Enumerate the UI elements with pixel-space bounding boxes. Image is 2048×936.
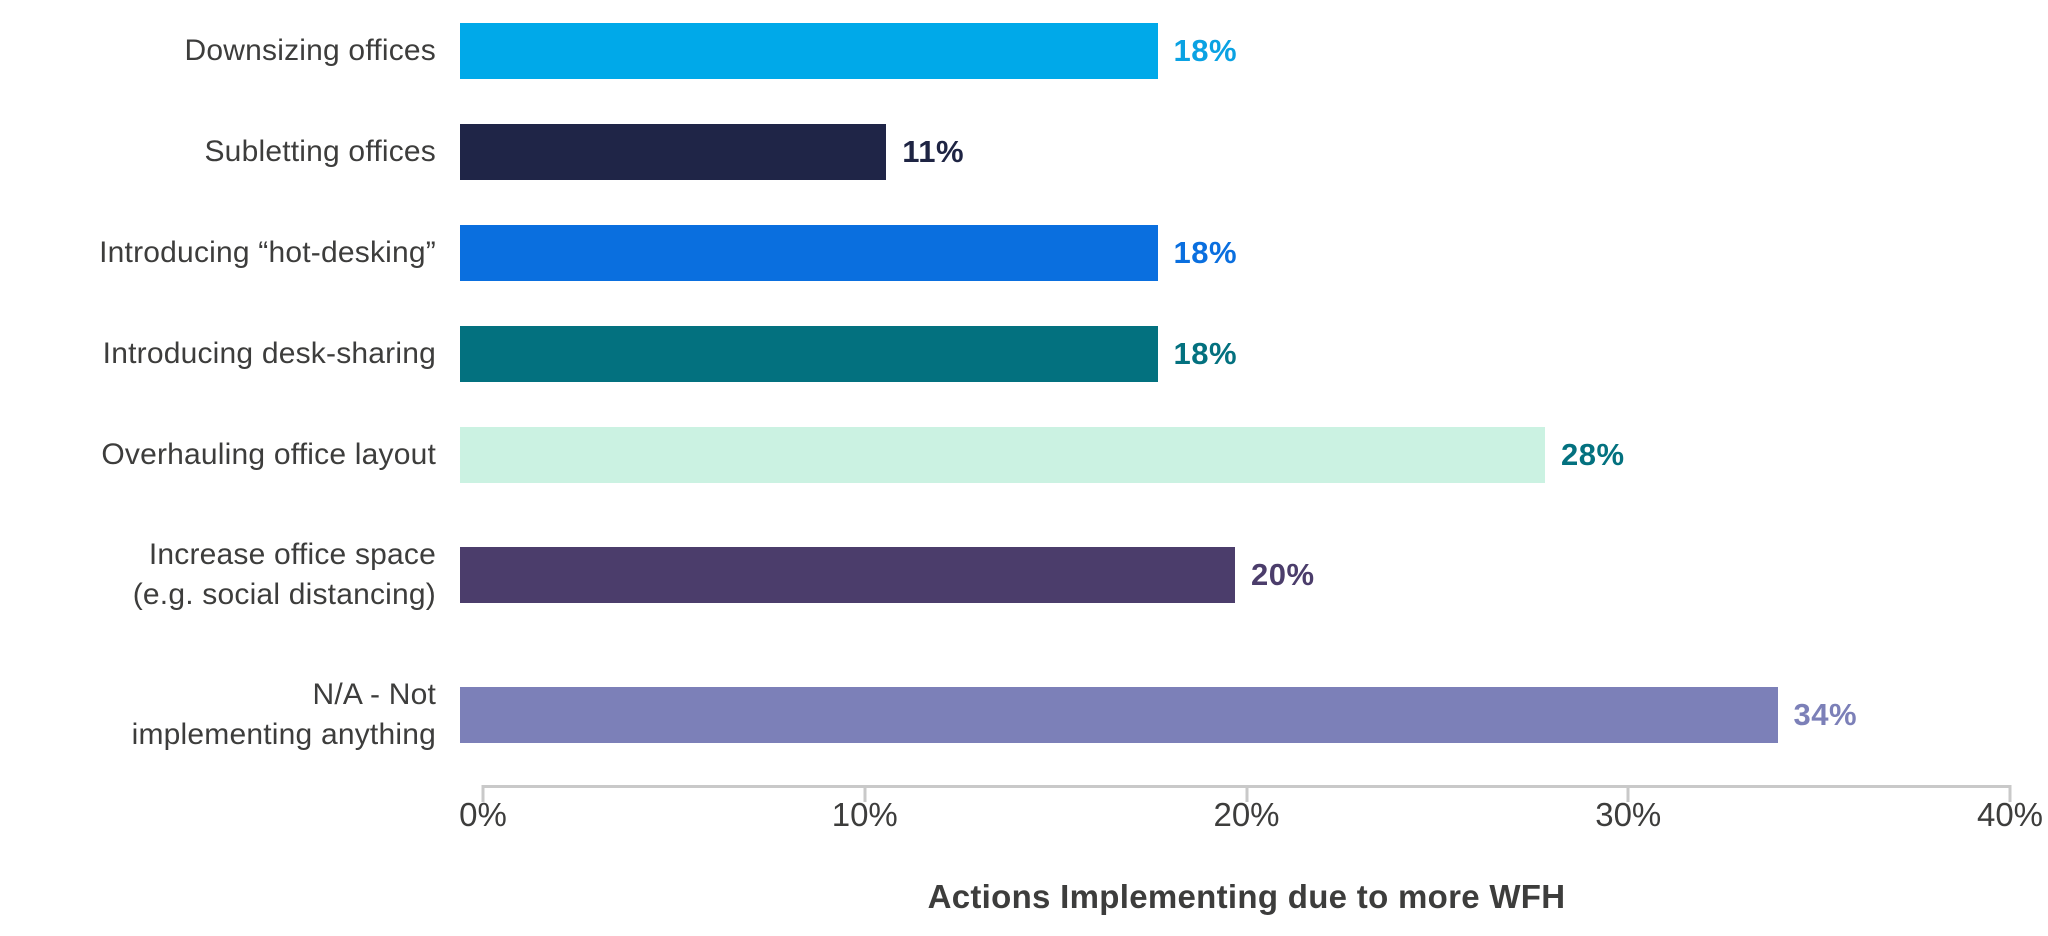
plot-area: 20%: [460, 505, 2010, 645]
x-axis-tick-label: 30%: [1595, 796, 1662, 833]
x-axis-tick: [863, 785, 867, 802]
category-label: Introducing desk-sharing: [102, 336, 436, 370]
x-axis-title: Actions Implementing due to more WFH: [927, 878, 1566, 915]
x-axis-tick: [1626, 785, 1630, 802]
chart-row: Overhauling office layout 28%: [0, 404, 2048, 505]
plot-area: 18%: [460, 0, 2010, 101]
chart-row: Introducing “hot-desking” 18%: [0, 202, 2048, 303]
chart-row: Subletting offices 11%: [0, 101, 2048, 202]
category-label: Overhauling office layout: [101, 437, 436, 471]
chart-rows: Downsizing offices 18% Subletting offices 1…: [0, 0, 2048, 785]
x-axis-tick-label: 10%: [831, 796, 898, 833]
plot-area: 18%: [460, 303, 2010, 404]
category-label: Introducing “hot-desking”: [99, 235, 436, 269]
chart-row: Increase office space (e.g. social distan…: [0, 505, 2048, 645]
x-axis-tick-label: 40%: [1976, 796, 2044, 833]
value-label: 28%: [1561, 436, 1625, 472]
x-axis-tick-label: 20%: [1213, 796, 1280, 833]
value-label: 18%: [1173, 234, 1238, 270]
plot-area: 11%: [460, 101, 2010, 202]
value-label: 34%: [1793, 697, 1858, 732]
value-label: 20%: [1251, 557, 1315, 592]
x-axis-tick: [481, 785, 485, 802]
category-label: Subletting offices: [204, 134, 436, 168]
value-label: 18%: [1173, 335, 1238, 371]
category-label: N/A - Not implementing anything: [131, 678, 436, 751]
bar: [460, 687, 1778, 743]
category-label: Downsizing offices: [184, 33, 436, 67]
plot-area: 34%: [460, 645, 2010, 785]
bar: [460, 547, 1235, 603]
chart-row: N/A - Not implementing anything 34%: [0, 645, 2048, 785]
category-label: Increase office space (e.g. social distan…: [132, 538, 436, 611]
x-axis-tick-label: 0%: [459, 796, 507, 833]
x-axis-tick: [2008, 785, 2012, 802]
plot-area: 28%: [460, 404, 2010, 505]
x-axis-tick-labels: 0% 10% 20% 30% 40%: [459, 796, 2043, 848]
x-axis-tick: [1245, 785, 1248, 802]
chart-row: Downsizing offices 18%: [0, 0, 2048, 101]
plot-area: 18%: [460, 202, 2010, 303]
bar: [460, 325, 1158, 382]
bar: [460, 22, 1158, 79]
x-axis: 0% 10% 20% 30% 40% Actions Implementing due …: [459, 785, 2043, 916]
bar: [460, 426, 1545, 483]
x-axis-line: [481, 785, 2012, 802]
value-label: 11%: [902, 133, 965, 169]
bar: [460, 224, 1158, 281]
value-label: 18%: [1173, 32, 1238, 68]
bar: [460, 123, 887, 180]
chart-row: Introducing desk-sharing 18%: [0, 303, 2048, 404]
